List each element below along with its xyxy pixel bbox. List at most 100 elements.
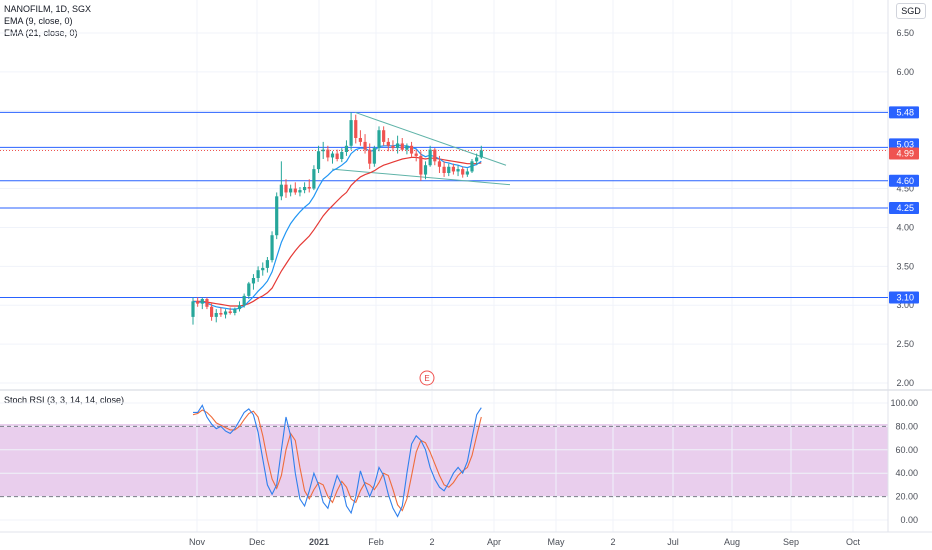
candle-body	[321, 149, 325, 152]
time-label: Jul	[667, 537, 679, 547]
candle-body	[205, 299, 209, 307]
time-label: 2	[429, 537, 434, 547]
candle-body	[363, 141, 367, 150]
time-label: Sep	[783, 537, 799, 547]
candle-body	[377, 130, 381, 149]
candle-body	[298, 190, 302, 193]
currency-button[interactable]: SGD	[896, 3, 926, 19]
price-tag-label: 5.48	[896, 107, 914, 117]
rsi-tick-label: 60.00	[895, 445, 918, 455]
price-tag-label: 4.60	[896, 176, 914, 186]
candle-body	[265, 260, 269, 268]
time-label: 2	[610, 537, 615, 547]
price-tick-label: 6.50	[896, 28, 914, 38]
candle-body	[456, 169, 460, 172]
price-tick-label: 6.00	[896, 67, 914, 77]
candle-body	[409, 145, 414, 154]
candle-body	[358, 138, 362, 142]
price-tag	[889, 138, 919, 151]
candle-body	[251, 278, 256, 284]
candle-body	[261, 267, 265, 271]
earnings-marker[interactable]: E	[419, 370, 435, 386]
time-label: Apr	[487, 537, 501, 547]
candle-body	[256, 270, 260, 278]
candle-body	[237, 305, 242, 310]
candle-body	[214, 313, 218, 317]
rsi-tick-label: 80.00	[895, 421, 918, 431]
price-tick-label: 4.00	[896, 222, 914, 232]
time-label: Dec	[249, 537, 266, 547]
price-tag-label: 4.25	[896, 203, 914, 213]
candle-body	[419, 155, 423, 175]
rsi-tick-label: 0.00	[900, 515, 918, 525]
candle-body	[307, 187, 311, 189]
candle-body	[340, 152, 344, 159]
candle-body	[461, 169, 465, 175]
candle-body	[442, 166, 446, 173]
price-tick-label: 2.00	[896, 378, 914, 388]
candle-body	[479, 150, 483, 158]
time-label: 2021	[309, 537, 329, 547]
candle-body	[396, 143, 400, 149]
earnings-icon[interactable]	[419, 370, 435, 386]
rsi-tick-label: 40.00	[895, 468, 918, 478]
ema9-legend: EMA (9, close, 0)	[4, 16, 73, 26]
candle-body	[400, 143, 404, 150]
stoch-k-line	[193, 404, 482, 518]
candle-body	[423, 165, 428, 175]
candle-body	[382, 130, 386, 142]
candle-body	[335, 153, 339, 159]
candle-body	[405, 145, 409, 150]
symbol-title: NANOFILM, 1D, SGX	[4, 4, 92, 14]
rsi-tick-label: 100.00	[890, 398, 918, 408]
candle-body	[372, 148, 376, 164]
stoch-rsi-legend: Stoch RSI (3, 3, 14, 14, close)	[4, 395, 125, 405]
price-tag	[889, 291, 919, 304]
candles[interactable]	[191, 112, 483, 325]
candle-body	[275, 196, 279, 236]
candle-body	[465, 171, 469, 175]
candle-body	[316, 151, 321, 170]
price-tag-label: 3.10	[896, 292, 914, 302]
price-tag-label: 5.03	[896, 139, 914, 149]
candle-body	[223, 311, 228, 315]
price-tick-label: 4.50	[896, 184, 914, 194]
candle-body	[200, 299, 204, 304]
candle-body	[428, 149, 432, 166]
candle-body	[368, 149, 372, 164]
candle-body	[303, 187, 307, 191]
candle-body	[293, 188, 297, 193]
price-tags: 5.48 5.034.99 4.60 4.25 3.10	[889, 106, 919, 304]
time-label: May	[547, 537, 565, 547]
time-label: Nov	[189, 537, 206, 547]
price-tag-label: 4.99	[896, 148, 914, 158]
candle-body	[219, 313, 223, 315]
price-tag	[889, 202, 919, 214]
stoch-d-line	[192, 409, 482, 512]
candle-body	[312, 169, 316, 189]
stoch-rsi-lines	[192, 404, 482, 518]
candle-body	[233, 309, 237, 313]
horizontal-lines[interactable]	[0, 111, 888, 298]
candle-body	[326, 149, 330, 158]
candle-body	[196, 301, 200, 304]
candle-body	[270, 235, 274, 261]
stoch-rsi-axis[interactable]: 100.00 80.00 60.00 40.00 20.00 0.00	[890, 398, 918, 525]
time-axis[interactable]: Nov Dec 2021 Feb 2 Apr May 2 Jul Aug Sep Oct	[189, 537, 861, 547]
candle-body	[247, 283, 251, 296]
candle-body	[433, 149, 437, 162]
time-label: Aug	[724, 537, 740, 547]
candle-body	[437, 161, 442, 167]
ema21-line	[193, 156, 482, 307]
candle-body	[475, 157, 479, 162]
time-label: Oct	[846, 537, 861, 547]
price-tag	[889, 174, 919, 187]
candle-body	[191, 301, 195, 317]
price-tag	[889, 106, 919, 119]
candle-body	[451, 166, 455, 172]
candle-body	[344, 145, 349, 152]
candle-body	[330, 153, 335, 158]
price-tick-label: 3.50	[896, 261, 914, 271]
candle-body	[386, 141, 390, 146]
